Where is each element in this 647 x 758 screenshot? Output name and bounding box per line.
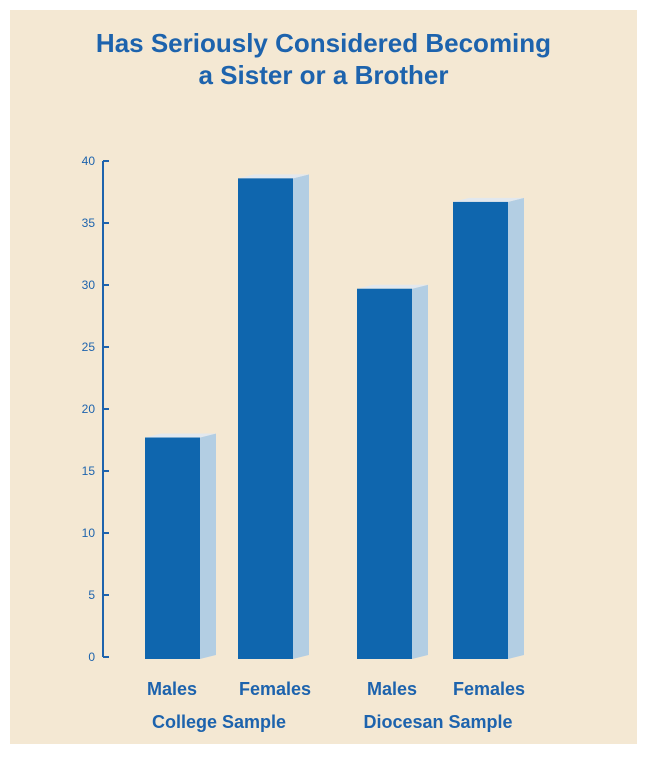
bar-1-front <box>145 437 200 659</box>
bar-4-top <box>453 197 524 202</box>
x-category-label-4: Females <box>453 679 525 699</box>
bar-3-front <box>357 288 412 659</box>
x-category-label-3: Males <box>367 679 417 699</box>
bar-1-side <box>200 433 216 659</box>
y-tick-label-0: 0 <box>88 650 95 664</box>
x-category-label-1: Males <box>147 679 197 699</box>
bar-2 <box>238 174 309 660</box>
y-tick-label-10: 10 <box>82 526 96 540</box>
y-tick-label-25: 25 <box>82 340 96 354</box>
bar-4-side <box>508 197 524 660</box>
bar-3-top <box>357 284 428 289</box>
y-tick-label-35: 35 <box>82 216 96 230</box>
bar-1 <box>145 433 216 659</box>
bar-2-top <box>238 174 309 179</box>
y-axis: 0 5 10 15 20 25 30 35 40 <box>82 154 109 664</box>
x-category-label-2: Females <box>239 679 311 699</box>
y-tick-label-15: 15 <box>82 464 96 478</box>
bar-1-top <box>145 433 216 438</box>
y-tick-label-5: 5 <box>88 588 95 602</box>
chart-title-line-1: Has Seriously Considered Becoming <box>95 28 552 58</box>
bars <box>145 174 524 660</box>
chart-title: Has Seriously Considered Becoming a Sist… <box>10 27 637 91</box>
bar-3-side <box>412 284 428 659</box>
group-label-1: College Sample <box>152 712 286 732</box>
chart-panel <box>10 10 637 744</box>
group-label-2: Diocesan Sample <box>363 712 512 732</box>
bar-3 <box>357 284 428 659</box>
bar-4-front <box>453 201 508 660</box>
y-tick-label-30: 30 <box>82 278 96 292</box>
y-tick-label-20: 20 <box>82 402 96 416</box>
y-tick-label-40: 40 <box>82 154 96 168</box>
category-labels: Males Females Males Females College Sample Di… <box>147 679 525 732</box>
bar-2-side <box>293 174 309 660</box>
bar-2-front <box>238 178 293 660</box>
chart-title-line-2: a Sister or a Brother <box>198 60 449 90</box>
bar-4 <box>453 197 524 660</box>
